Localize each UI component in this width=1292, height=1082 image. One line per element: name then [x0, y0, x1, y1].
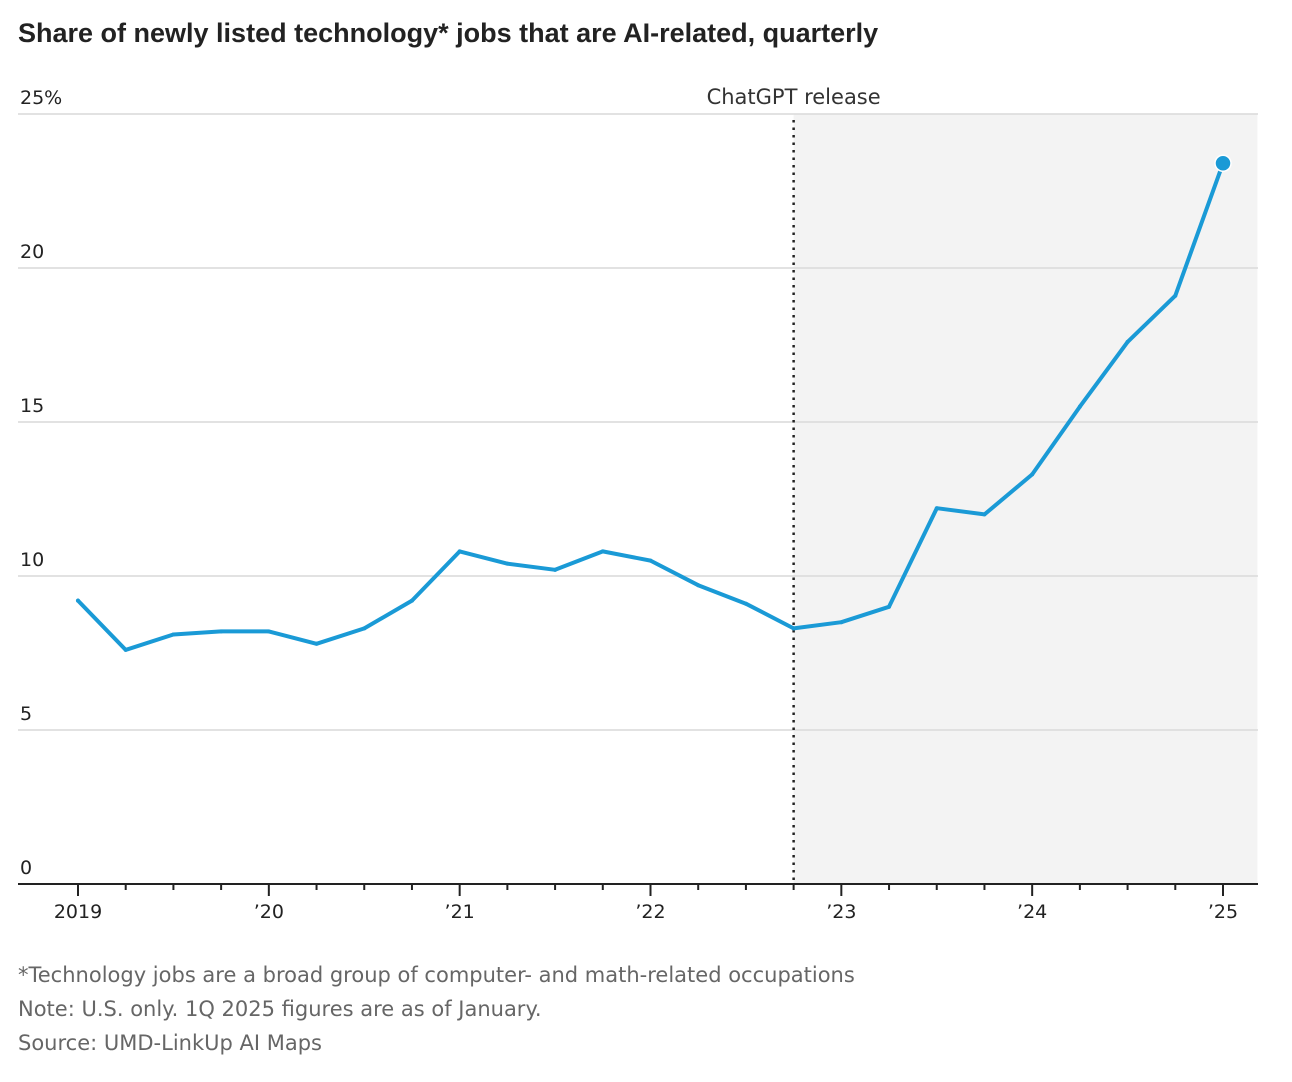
shaded-region: [793, 114, 1258, 884]
y-tick-label: 15: [20, 395, 44, 417]
data-point: [1125, 339, 1130, 344]
chart-title: Share of newly listed technology* jobs t…: [18, 18, 879, 48]
x-tick-label: ’24: [1017, 901, 1047, 923]
x-tick-label: ’21: [445, 901, 475, 923]
y-tick-label: 20: [20, 241, 44, 263]
chatgpt-release-label: ChatGPT release: [707, 85, 881, 109]
latest-data-point: [1214, 154, 1232, 173]
note: Note: U.S. only. 1Q 2025 figures are as …: [18, 997, 542, 1021]
y-tick-label: 10: [20, 549, 44, 571]
data-point: [648, 558, 653, 563]
y-tick-label: 25%: [20, 87, 62, 109]
data-point: [362, 626, 367, 631]
data-point: [839, 620, 844, 625]
data-point: [1173, 293, 1178, 298]
data-point: [409, 598, 414, 603]
data-point: [696, 583, 701, 588]
data-point: [1077, 404, 1082, 409]
data-point: [791, 626, 796, 631]
data-point: [982, 512, 987, 517]
x-tick-label: ’23: [826, 901, 856, 923]
x-tick-label: ’25: [1208, 901, 1238, 923]
x-tick-label: 2019: [54, 901, 102, 923]
y-tick-label: 0: [20, 857, 32, 879]
data-point: [505, 561, 510, 566]
y-tick-label: 5: [20, 703, 32, 725]
footnote: *Technology jobs are a broad group of co…: [18, 963, 855, 987]
x-tick-label: ’20: [254, 901, 284, 923]
data-point: [171, 632, 176, 637]
data-point: [553, 567, 558, 572]
source: Source: UMD-LinkUp AI Maps: [18, 1031, 322, 1055]
data-point: [457, 549, 462, 554]
data-point: [76, 598, 80, 603]
chart-notes: *Technology jobs are a broad group of co…: [18, 958, 855, 1060]
data-point: [887, 604, 892, 609]
data-point: [934, 506, 939, 511]
data-point: [219, 629, 224, 634]
x-tick-label: ’22: [635, 901, 665, 923]
data-point: [123, 647, 128, 652]
data-point: [314, 641, 319, 646]
data-point: [743, 601, 748, 606]
data-point: [1030, 472, 1035, 477]
data-point: [266, 629, 271, 634]
data-point: [600, 549, 605, 554]
